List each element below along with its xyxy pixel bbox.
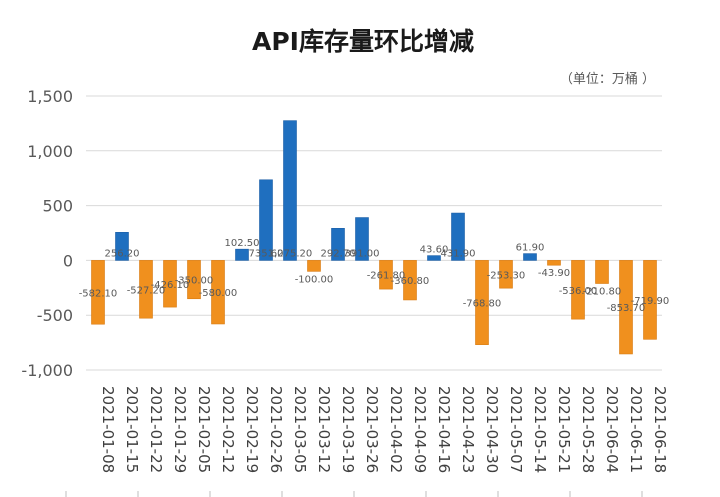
x-tick-label: 2021-03-12 (315, 386, 333, 473)
x-tick-label: 2021-01-22 (147, 386, 165, 473)
gridlines (86, 95, 662, 371)
data-label: -582.10 (79, 288, 118, 299)
data-label: 102.50 (225, 238, 260, 249)
bar (283, 120, 297, 261)
data-label: -261.80 (367, 271, 406, 282)
data-label: 43.60 (420, 245, 449, 256)
x-tick-label: 2021-02-05 (195, 386, 213, 473)
bars (91, 120, 657, 355)
x-tick-label: 2021-03-26 (363, 386, 381, 473)
bar (571, 260, 585, 320)
data-label: -853.70 (607, 303, 646, 314)
x-tick-label: 2021-06-18 (651, 386, 669, 473)
bar (307, 260, 321, 272)
data-label: -719.90 (631, 296, 670, 307)
data-label: 735.60 (249, 248, 284, 259)
bar (355, 217, 369, 261)
data-label: -350.00 (175, 276, 214, 287)
x-tick-label: 2021-01-15 (123, 386, 141, 473)
x-tick-label: 2021-04-16 (435, 386, 453, 473)
bar (427, 255, 441, 261)
x-tick-label: 2021-05-28 (579, 386, 597, 473)
x-tick-label: 2021-05-21 (555, 386, 573, 473)
y-tick-label: -1,000 (21, 361, 73, 380)
x-tick-label: 2021-05-14 (531, 386, 549, 473)
bar (187, 260, 201, 300)
data-label: -580.00 (199, 288, 238, 299)
bar (619, 260, 633, 355)
x-tick-label: 2021-04-09 (411, 386, 429, 473)
bar (259, 179, 273, 261)
data-label: 256.20 (105, 248, 140, 259)
data-label: 431.90 (441, 248, 476, 259)
x-tick-label: 2021-06-11 (627, 386, 645, 473)
data-label: -527.20 (127, 285, 166, 296)
unit-note: （单位：万桶 ） (560, 72, 655, 87)
data-label: 1,275.20 (268, 248, 313, 259)
bar (547, 260, 561, 266)
y-axis-tick-labels: -1,000 -500 0 500 1,000 1,500 (21, 87, 73, 380)
data-label: -536.00 (559, 286, 598, 297)
data-label: -426.10 (151, 280, 190, 291)
x-tick-label: 2021-04-02 (387, 386, 405, 473)
data-label: -43.90 (538, 268, 570, 279)
x-tick-label: 2021-01-29 (171, 386, 189, 473)
x-tick-label: 2021-05-07 (507, 386, 525, 473)
chart-title: API库存量环比增减 (252, 27, 474, 56)
bar (91, 260, 105, 325)
data-label: 61.90 (516, 243, 545, 254)
x-tick-label: 2021-03-19 (339, 386, 357, 473)
data-labels: -582.10 256.20 -527.20-426.10-350.00-580.0… (79, 238, 670, 314)
bar (595, 260, 609, 284)
bar (451, 212, 465, 261)
data-label: -210.80 (583, 287, 622, 298)
data-label: -768.80 (463, 299, 502, 310)
bar (235, 248, 249, 261)
x-tick-label: 2021-03-05 (291, 386, 309, 473)
data-label: -360.80 (391, 276, 430, 287)
bar (475, 260, 489, 345)
x-tick-label: 2021-01-08 (99, 386, 117, 473)
bar (499, 260, 513, 289)
x-tick-label: 2021-02-12 (219, 386, 237, 473)
data-label: 292.70 (321, 248, 356, 259)
y-tick-label: 1,500 (27, 87, 73, 106)
bar (523, 253, 537, 261)
bar (379, 260, 393, 290)
bar (643, 260, 657, 340)
bar (163, 260, 177, 308)
x-tick-label: 2021-02-19 (243, 386, 261, 473)
data-label: -100.00 (295, 274, 334, 285)
y-tick-label: 1,000 (27, 142, 73, 161)
y-tick-label: -500 (37, 306, 73, 325)
y-tick-label: 500 (42, 197, 73, 216)
bar (211, 260, 225, 325)
x-tick-label: 2021-06-04 (603, 386, 621, 473)
y-tick-label: 0 (63, 251, 73, 270)
bar (403, 260, 417, 301)
bar (115, 232, 129, 261)
data-label: -253.30 (487, 270, 526, 281)
data-label: 391.00 (345, 248, 380, 259)
x-tick-label: 2021-04-30 (483, 386, 501, 473)
bar (331, 228, 345, 261)
x-tick-label: 2021-04-23 (459, 386, 477, 473)
bar (139, 260, 153, 319)
x-axis-tick-labels: 2021-01-08 2021-01-15 2021-01-22 2021-01-29… (65, 386, 669, 497)
x-tick-label: 2021-02-26 (267, 386, 285, 473)
